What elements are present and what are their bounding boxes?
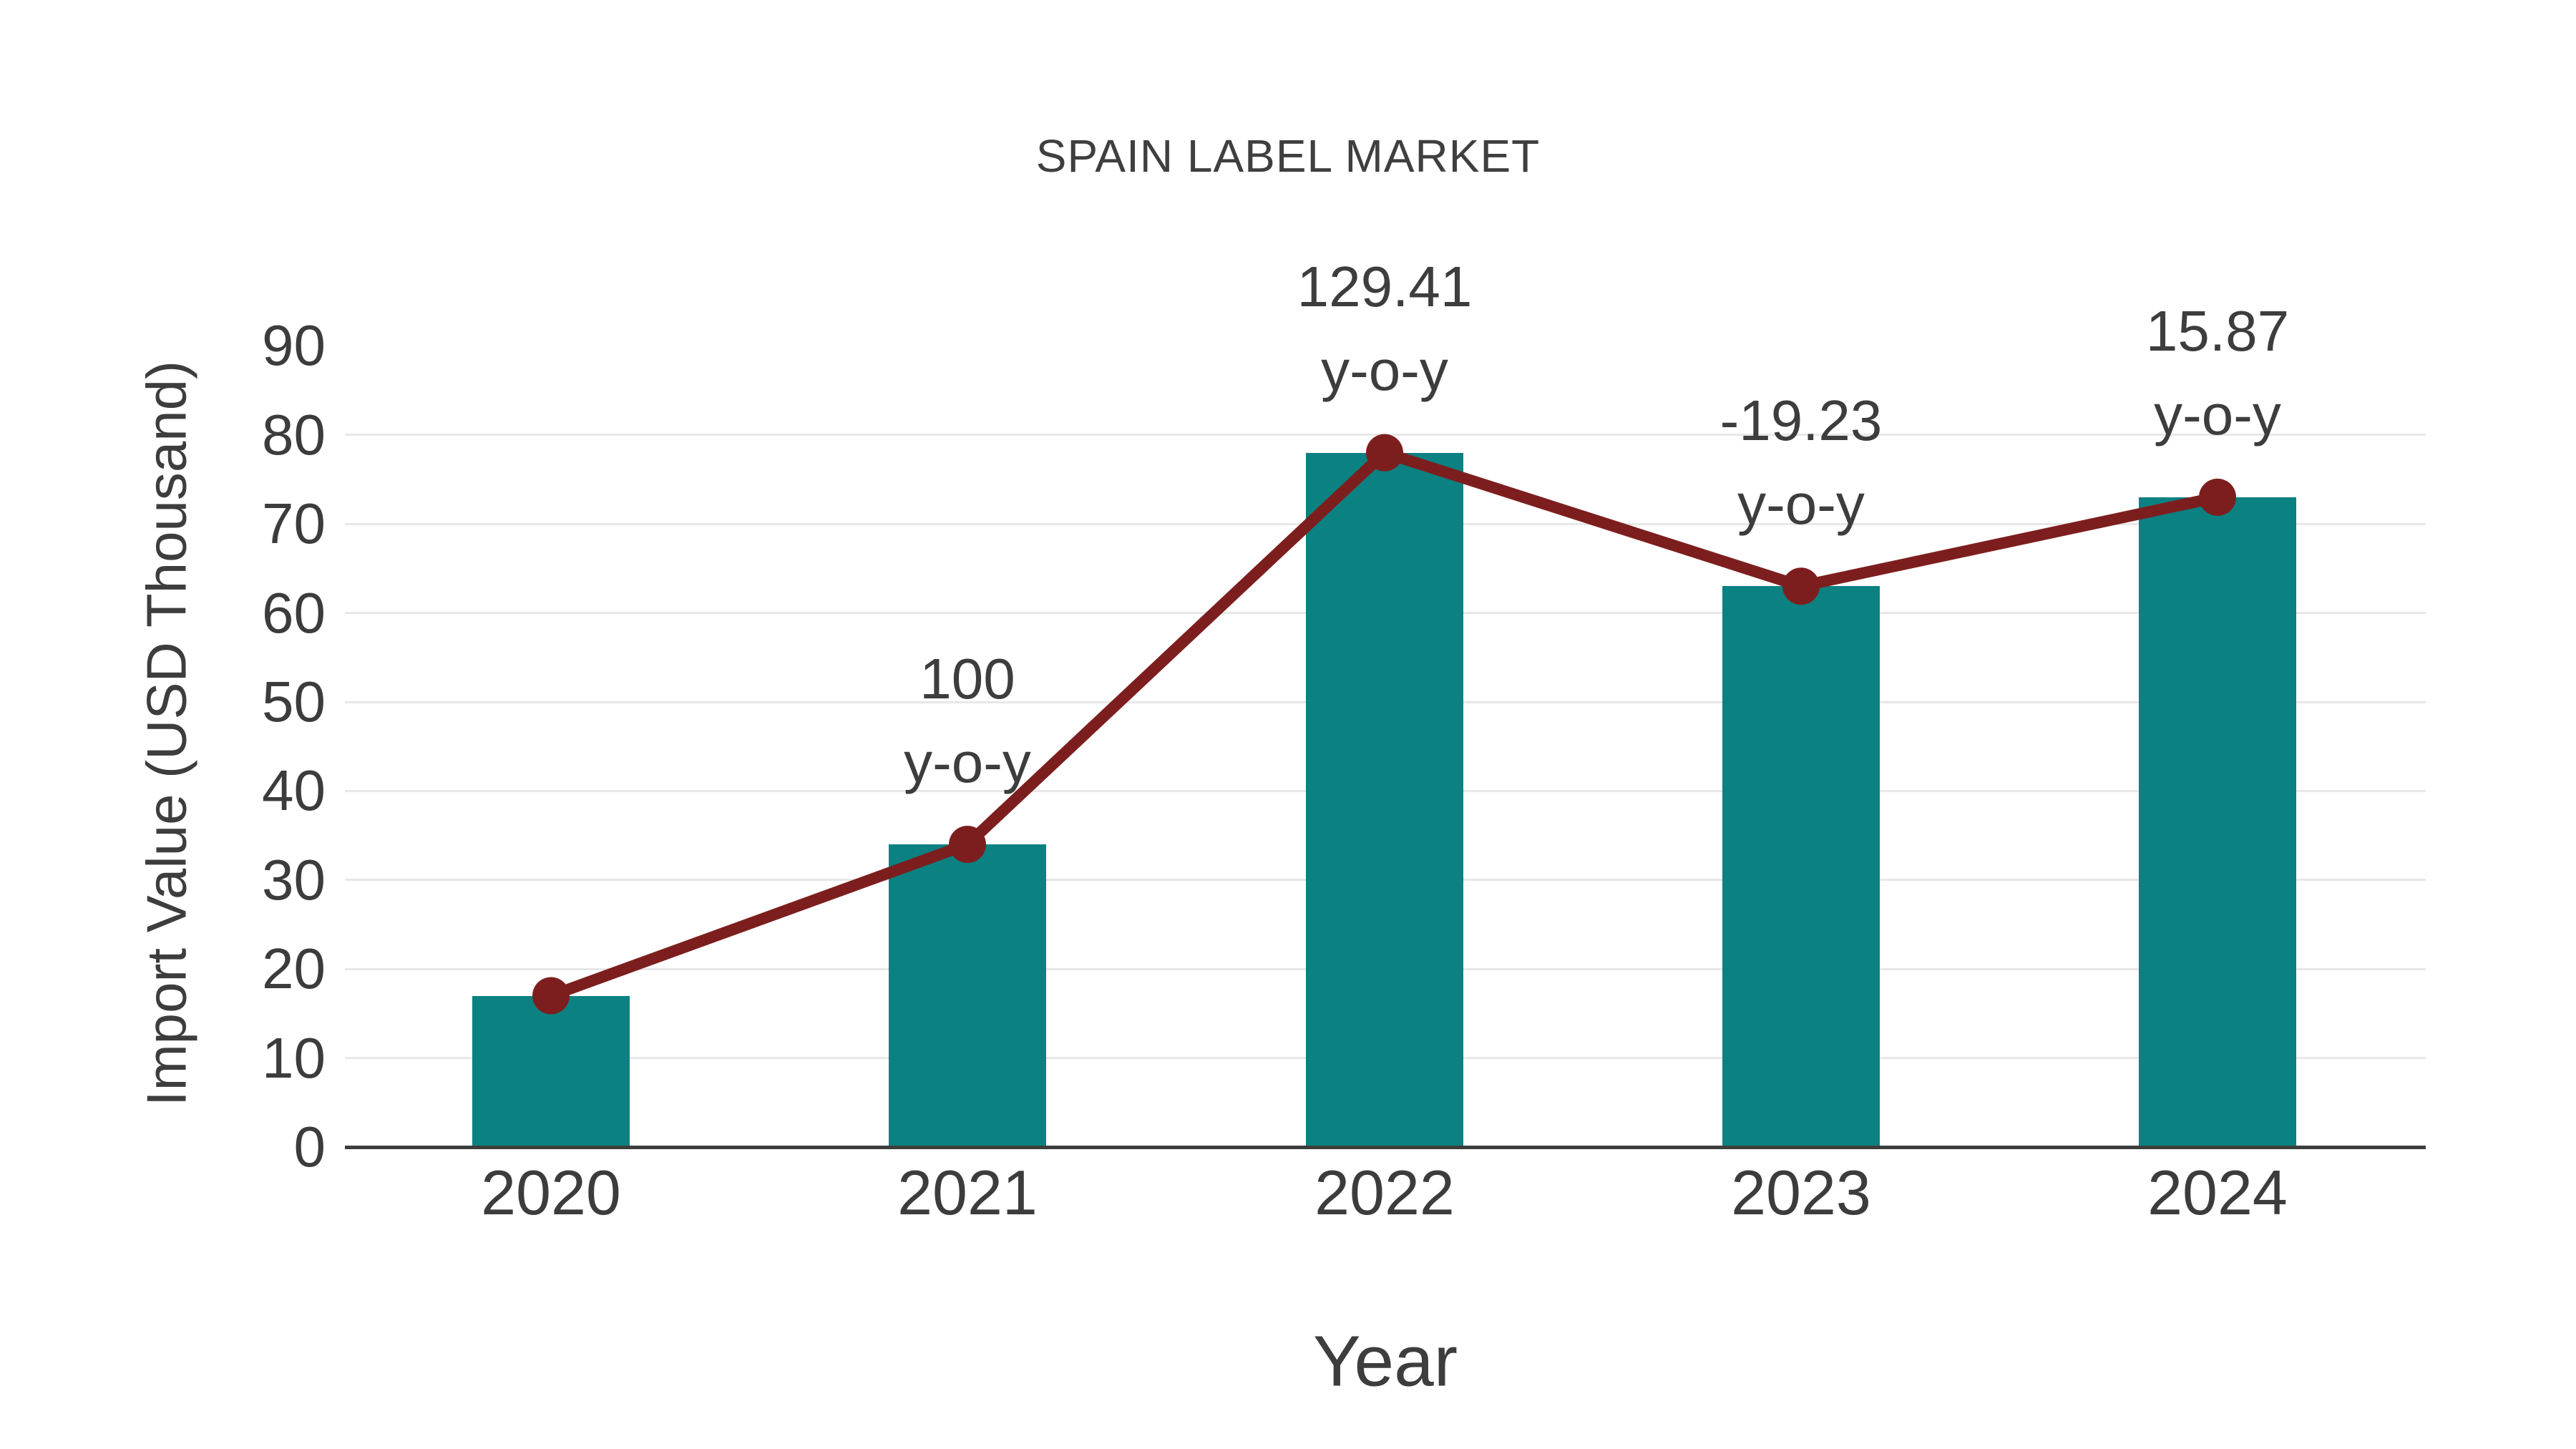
bar-2024: [2139, 497, 2296, 1147]
y-tick-label-50: 50: [262, 670, 326, 733]
y-tick-label-40: 40: [262, 758, 326, 823]
annotation-2021: 100 y-o-y: [753, 637, 1182, 804]
bar-2022: [1306, 452, 1463, 1147]
annotation-yoy-2021: y-o-y: [904, 730, 1031, 794]
line-marker-2022: [1366, 434, 1403, 472]
bar-2021: [889, 844, 1046, 1147]
line-marker-2024: [2199, 478, 2236, 516]
y-tick-label-70: 70: [262, 492, 326, 556]
y-tick-label-60: 60: [262, 580, 326, 645]
chart-title: SPAIN LABEL MARKET: [1035, 130, 1541, 182]
y-tick-label-0: 0: [293, 1115, 326, 1179]
annotation-yoy-2022: y-o-y: [1321, 338, 1448, 403]
x-axis-line: [345, 1146, 2426, 1149]
annotation-value-2024: 15.87: [2145, 299, 2290, 364]
annotation-2024: 15.87 y-o-y: [2003, 289, 2432, 457]
annotation-value-2022: 129.41: [1297, 255, 1473, 319]
annotation-value-2023: -19.23: [1719, 388, 1883, 452]
annotation-2023: -19.23 y-o-y: [1586, 379, 2016, 546]
line-marker-2023: [1782, 567, 1820, 605]
y-tick-label-30: 30: [262, 847, 326, 912]
y-tick-label-10: 10: [262, 1025, 326, 1090]
x-tick-label-2022: 2022: [1314, 1157, 1455, 1228]
x-axis-title: Year: [1312, 1321, 1458, 1402]
y-tick-label-80: 80: [262, 402, 326, 467]
y-tick-label-90: 90: [262, 313, 326, 378]
annotation-yoy-2023: y-o-y: [1737, 472, 1865, 536]
annotation-2022: 129.41 y-o-y: [1170, 245, 1599, 412]
x-tick-label-2021: 2021: [897, 1157, 1038, 1228]
x-tick-label-2023: 2023: [1731, 1157, 1871, 1228]
bar-2020: [472, 995, 630, 1147]
line-marker-2020: [532, 977, 570, 1015]
x-tick-label-2020: 2020: [481, 1157, 621, 1228]
line-marker-2021: [949, 826, 986, 864]
y-tick-label-20: 20: [262, 937, 326, 1001]
annotation-yoy-2024: y-o-y: [2154, 383, 2281, 447]
bar-2023: [1722, 586, 1880, 1147]
x-tick-label-2024: 2024: [2147, 1157, 2288, 1228]
annotation-value-2021: 100: [919, 646, 1015, 711]
